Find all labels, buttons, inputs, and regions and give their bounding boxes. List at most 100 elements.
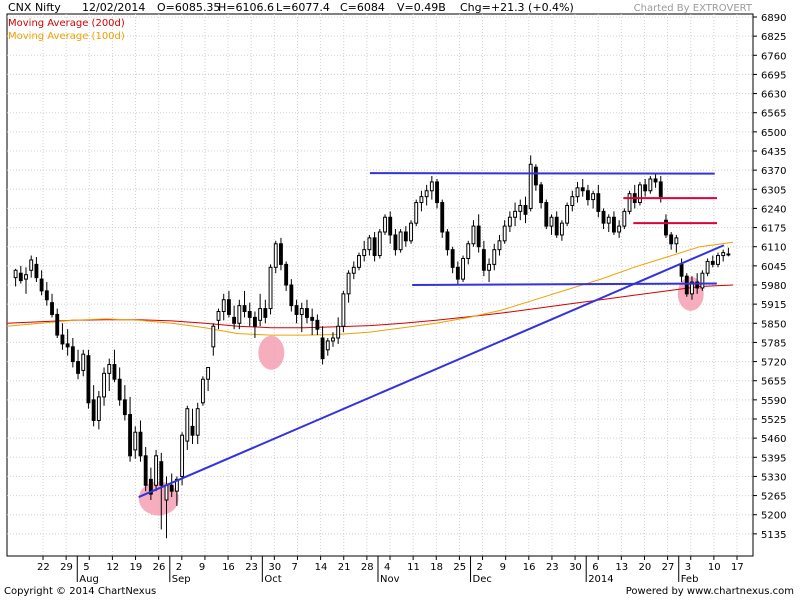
candle-body bbox=[710, 260, 715, 265]
candle-body bbox=[393, 234, 398, 251]
candle-body bbox=[544, 202, 549, 227]
x-tick-label: 30 bbox=[569, 562, 582, 573]
candle-body bbox=[518, 204, 523, 212]
candle-body bbox=[695, 281, 700, 289]
y-tick-label: 6825 bbox=[761, 32, 786, 43]
candle-body bbox=[565, 204, 570, 224]
x-tick-label: 16 bbox=[222, 562, 235, 573]
candle-body bbox=[174, 478, 179, 492]
candle-body bbox=[55, 313, 60, 336]
x-tick-label: 14 bbox=[315, 562, 328, 573]
candle-body bbox=[216, 311, 221, 321]
x-tick-label: 6 bbox=[592, 562, 598, 573]
highlight-ellipse bbox=[138, 481, 179, 516]
y-tick-label: 5590 bbox=[761, 396, 786, 407]
open-value: O=6085.35 bbox=[157, 1, 221, 14]
x-tick-label: 23 bbox=[245, 562, 258, 573]
y-tick-label: 6240 bbox=[761, 204, 786, 215]
month-label: Aug bbox=[79, 574, 99, 585]
candle-body bbox=[221, 299, 226, 313]
month-label: Dec bbox=[473, 574, 492, 585]
candle-body bbox=[383, 216, 387, 233]
y-tick-label: 6110 bbox=[761, 243, 786, 254]
y-tick-label: 6500 bbox=[761, 128, 786, 139]
change-value: Chg=+21.3 (+0.4%) bbox=[460, 1, 574, 14]
x-tick-label: 9 bbox=[199, 562, 205, 573]
candle-body bbox=[18, 272, 23, 282]
candle-body bbox=[190, 425, 195, 436]
candle-body bbox=[180, 434, 185, 477]
candle-body bbox=[65, 343, 70, 348]
candle-body bbox=[143, 455, 148, 486]
candle-body bbox=[627, 193, 632, 212]
candle-body bbox=[195, 408, 200, 436]
candle-body bbox=[424, 190, 429, 198]
close-value: C=6084 bbox=[340, 1, 385, 14]
candle-body bbox=[497, 240, 502, 251]
month-label: 2014 bbox=[588, 574, 613, 585]
x-tick-label: 21 bbox=[338, 562, 351, 573]
candle-body bbox=[39, 278, 44, 292]
candle-body bbox=[299, 308, 304, 315]
x-tick-label: 3 bbox=[685, 562, 691, 573]
candle-body bbox=[669, 234, 674, 245]
candle-body bbox=[502, 225, 507, 242]
legend-ma100: Moving Average (100d) bbox=[8, 31, 125, 42]
x-tick-label: 28 bbox=[361, 562, 374, 573]
candle-body bbox=[429, 181, 434, 192]
x-tick-label: 5 bbox=[83, 562, 89, 573]
x-tick-label: 7 bbox=[291, 562, 297, 573]
candle-body bbox=[117, 378, 122, 401]
candle-body bbox=[700, 272, 705, 289]
y-tick-label: 5265 bbox=[761, 492, 786, 503]
high-value: H=6106.6 bbox=[218, 1, 274, 14]
candle-body bbox=[471, 225, 476, 245]
y-tick-label: 6435 bbox=[761, 147, 786, 158]
powered-by-text: Powered by www.chartnexus.com bbox=[625, 586, 794, 597]
volume-value: V=0.49B bbox=[397, 1, 446, 14]
candle-body bbox=[320, 337, 325, 360]
range-top-line bbox=[369, 172, 715, 175]
month-label: Nov bbox=[380, 574, 400, 585]
candle-body bbox=[258, 308, 263, 321]
month-label: Sep bbox=[172, 574, 191, 585]
y-tick-label: 6695 bbox=[761, 70, 786, 81]
candle-body bbox=[237, 305, 242, 324]
candle-body bbox=[445, 231, 450, 251]
candle-body bbox=[648, 178, 653, 192]
x-tick-label: 12 bbox=[106, 562, 119, 573]
candle-body bbox=[60, 334, 65, 345]
candle-body bbox=[523, 204, 528, 215]
candle-body bbox=[622, 210, 627, 227]
candle-body bbox=[112, 364, 117, 380]
candle-body bbox=[185, 408, 190, 442]
candle-body bbox=[331, 337, 335, 342]
candle-body bbox=[76, 361, 80, 374]
trendline-annotations bbox=[138, 172, 725, 498]
highlight-ellipse bbox=[258, 335, 285, 370]
y-tick-label: 5525 bbox=[761, 415, 786, 426]
month-label: Oct bbox=[264, 574, 281, 585]
y-tick-label: 6175 bbox=[761, 224, 786, 235]
candle-body bbox=[154, 455, 159, 486]
candle-body bbox=[24, 274, 28, 280]
candle-body bbox=[533, 166, 538, 186]
candle-body bbox=[81, 353, 86, 371]
moving-average-lines bbox=[6, 241, 734, 336]
candle-body bbox=[653, 178, 658, 183]
candle-body bbox=[102, 372, 106, 398]
candle-body bbox=[721, 252, 726, 257]
candle-body bbox=[580, 187, 585, 192]
candle-body bbox=[549, 216, 554, 227]
candle-body bbox=[606, 216, 611, 224]
candle-body bbox=[617, 225, 622, 233]
candle-body bbox=[507, 216, 512, 227]
candle-body bbox=[50, 302, 54, 315]
y-tick-label: 5785 bbox=[761, 338, 786, 349]
charted-by-label: Charted By EXTROVERT bbox=[633, 3, 752, 14]
candle-body bbox=[86, 355, 91, 404]
candle-body bbox=[305, 308, 309, 318]
copyright-text: Copyright © 2014 ChartNexus bbox=[4, 586, 157, 597]
support-trendline bbox=[138, 244, 725, 498]
